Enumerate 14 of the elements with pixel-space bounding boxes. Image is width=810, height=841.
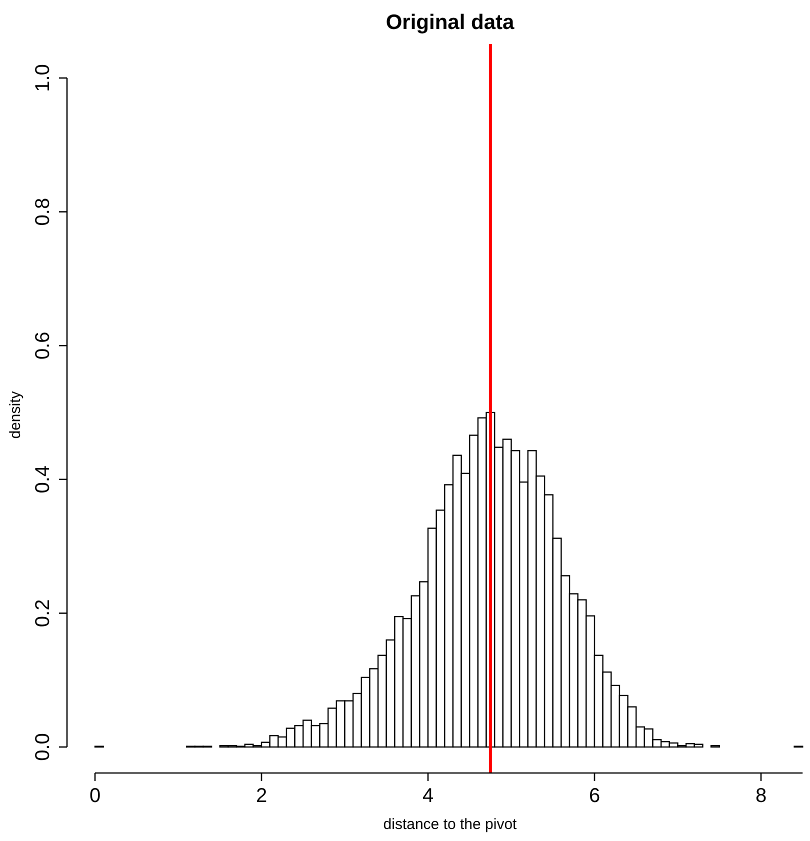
y-axis-title: density (7, 390, 24, 439)
x-tick-label: 2 (256, 785, 268, 807)
x-tick-label: 0 (89, 785, 101, 807)
x-tick-label: 6 (588, 785, 600, 807)
x-axis-title: distance to the pivot (383, 816, 518, 833)
y-tick-label: 0.6 (32, 332, 54, 360)
y-tick-label: 0.0 (32, 733, 54, 761)
y-tick-label: 0.2 (32, 599, 54, 628)
chart-title: Original data (386, 11, 514, 34)
y-tick-label: 1.0 (32, 64, 54, 92)
y-tick-label: 0.8 (32, 198, 54, 226)
x-tick-label: 4 (422, 785, 434, 807)
x-tick-label: 8 (755, 785, 767, 807)
y-tick-label: 0.4 (32, 465, 54, 494)
